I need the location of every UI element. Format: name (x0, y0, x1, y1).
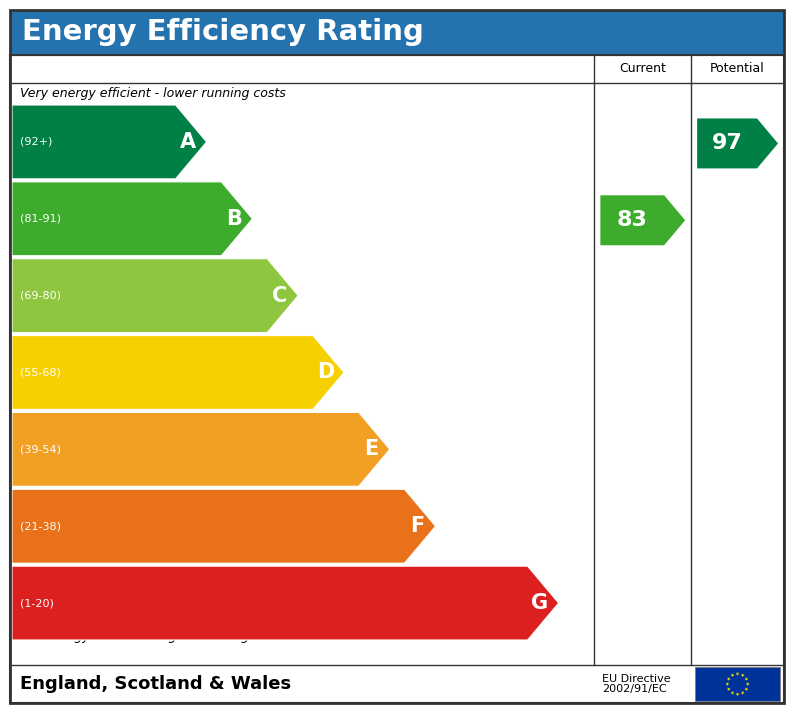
Polygon shape (12, 566, 559, 640)
Text: (92+): (92+) (20, 137, 52, 147)
Bar (10, 10, 784, 55)
Text: EU Directive: EU Directive (603, 674, 671, 684)
Polygon shape (730, 674, 734, 677)
Text: 83: 83 (617, 210, 648, 230)
Polygon shape (727, 687, 730, 691)
Text: (69-80): (69-80) (20, 291, 61, 301)
Polygon shape (745, 687, 748, 691)
Polygon shape (12, 336, 344, 409)
Polygon shape (741, 691, 745, 695)
Text: Very energy efficient - lower running costs: Very energy efficient - lower running co… (20, 87, 286, 100)
Text: Current: Current (619, 63, 666, 76)
Polygon shape (727, 677, 730, 681)
Text: D: D (317, 362, 334, 382)
Text: (1-20): (1-20) (20, 598, 54, 608)
Text: C: C (272, 286, 287, 306)
Text: F: F (410, 516, 424, 536)
Text: A: A (180, 132, 196, 152)
Text: (55-68): (55-68) (20, 367, 61, 377)
Text: G: G (531, 593, 549, 613)
Text: Potential: Potential (710, 63, 765, 76)
Polygon shape (600, 195, 685, 245)
Polygon shape (12, 105, 206, 179)
Text: (39-54): (39-54) (20, 444, 61, 454)
Text: England, Scotland & Wales: England, Scotland & Wales (20, 675, 291, 693)
Polygon shape (12, 412, 390, 486)
Polygon shape (746, 682, 750, 686)
Text: E: E (364, 439, 378, 459)
Text: Not energy efficient - higher running costs: Not energy efficient - higher running co… (20, 630, 285, 643)
Polygon shape (12, 182, 252, 256)
Polygon shape (726, 682, 729, 686)
Polygon shape (697, 118, 778, 168)
Text: (81-91): (81-91) (20, 214, 61, 224)
Polygon shape (736, 692, 739, 696)
Text: Energy Efficiency Rating: Energy Efficiency Rating (22, 19, 424, 46)
Polygon shape (741, 674, 745, 677)
Bar (695, 667, 780, 701)
Text: 97: 97 (711, 133, 742, 153)
Polygon shape (12, 489, 436, 563)
Text: (21-38): (21-38) (20, 521, 61, 531)
Polygon shape (745, 677, 748, 681)
Text: 2002/91/EC: 2002/91/EC (603, 684, 667, 694)
Text: B: B (225, 209, 241, 229)
Polygon shape (730, 691, 734, 695)
Polygon shape (12, 259, 299, 332)
Polygon shape (736, 672, 739, 676)
